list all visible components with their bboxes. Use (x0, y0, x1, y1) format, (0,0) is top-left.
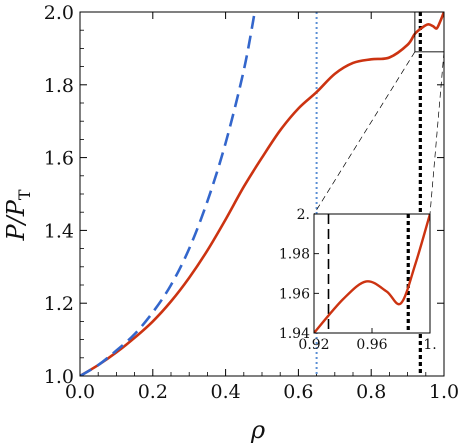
inset-x-tick-label: 0.92 (298, 337, 329, 353)
inset-series-line-solid (314, 214, 430, 333)
y-tick-label: 1.8 (44, 75, 74, 97)
inset-x-tick-label: 0.96 (356, 337, 387, 353)
y-tick-label: 1.2 (44, 293, 74, 315)
inset-y-tick-label: 1.98 (279, 247, 310, 263)
y-tick-label: 1.0 (44, 366, 74, 388)
y-axis-title-subscript: T (15, 189, 34, 200)
zoom-guide-line (313, 51, 416, 215)
x-tick-label: 0.2 (138, 381, 168, 403)
y-tick-label: 2.0 (44, 2, 74, 24)
y-axis-title-main: P/P (2, 199, 30, 241)
main-axis-ticks: 0.0 0.2 0.4 0.6 0.8 1.0 1.0 1.2 1.4 1.6 1.8 2.0 (44, 2, 459, 403)
inset-y-tick-label: 2. (297, 207, 310, 223)
inset-y-tick-label: 1.96 (279, 286, 310, 302)
inset-y-tick-label: 1.94 (279, 326, 310, 342)
inset-background (314, 214, 430, 333)
inset-plot: 0.92 0.96 1. 1.94 1.96 1.98 2. (279, 207, 437, 353)
x-tick-label: 1.0 (429, 381, 459, 403)
x-tick-label: 0.0 (65, 381, 95, 403)
x-tick-label: 0.4 (210, 381, 240, 403)
zoom-box (414, 11, 445, 53)
x-axis-title: ρ (250, 416, 265, 444)
inset-x-tick-label: 1. (423, 337, 436, 353)
series-line-dashed (80, 12, 256, 376)
plot-border (79, 11, 445, 377)
x-tick-label: 0.8 (356, 381, 386, 403)
y-tick-label: 1.4 (44, 220, 74, 242)
y-tick-label: 1.6 (44, 148, 74, 170)
zoom-guides (313, 11, 445, 215)
zoom-guide-line (429, 51, 445, 215)
y-axis-title: P/PT (2, 189, 34, 241)
main-plot-frame (79, 11, 445, 377)
series-line-solid (80, 12, 444, 376)
x-tick-label: 0.6 (283, 381, 313, 403)
